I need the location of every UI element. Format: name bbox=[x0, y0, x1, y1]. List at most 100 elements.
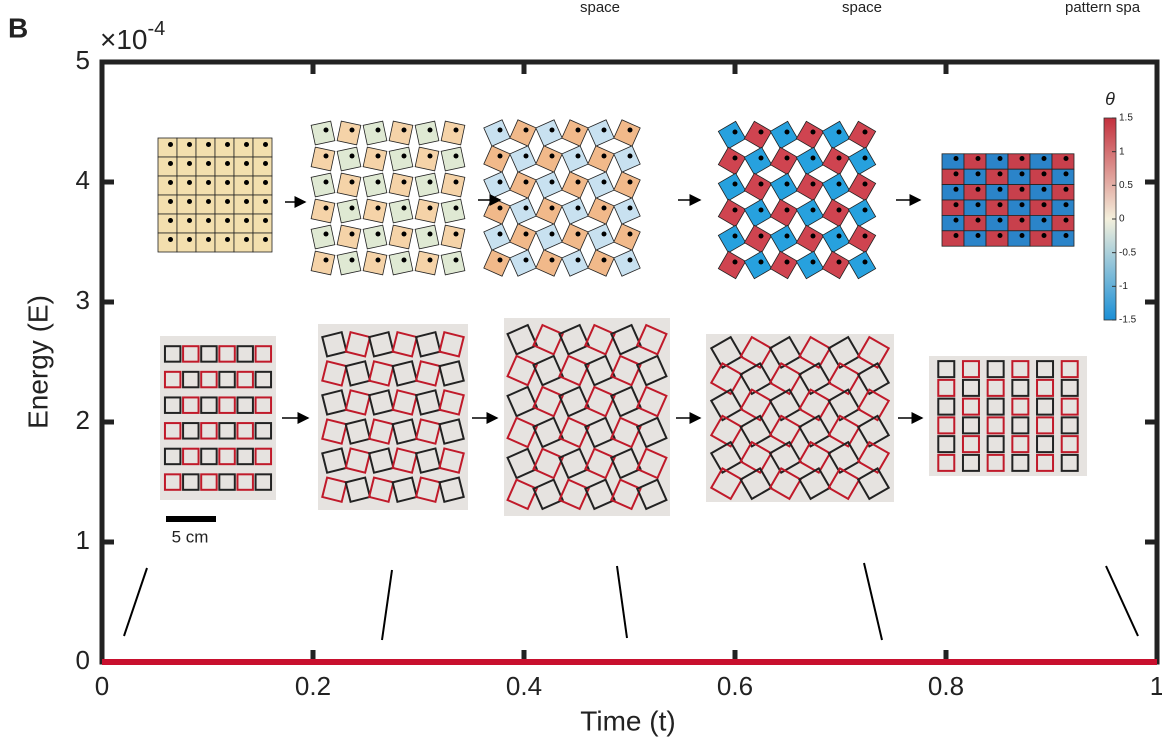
cell bbox=[311, 121, 335, 145]
node bbox=[244, 199, 249, 204]
cell bbox=[415, 225, 439, 249]
connector-lines bbox=[124, 563, 1138, 640]
cell bbox=[744, 173, 771, 200]
header-fragment: space bbox=[580, 0, 620, 16]
cell bbox=[1052, 185, 1074, 200]
cell bbox=[415, 251, 439, 275]
cell bbox=[484, 172, 510, 198]
cell bbox=[822, 199, 849, 226]
node bbox=[998, 233, 1003, 238]
node bbox=[376, 180, 381, 185]
cell bbox=[389, 121, 413, 145]
cell bbox=[588, 250, 614, 276]
node bbox=[1064, 233, 1069, 238]
node bbox=[263, 218, 268, 223]
node bbox=[863, 208, 868, 213]
node bbox=[454, 232, 459, 237]
cell bbox=[1052, 169, 1074, 184]
cell bbox=[942, 154, 964, 169]
cell bbox=[614, 250, 640, 276]
simulation-inset bbox=[311, 121, 465, 275]
header-fragment: space bbox=[842, 0, 882, 16]
colorbar-tick-label: -1.5 bbox=[1119, 315, 1137, 326]
photo-inset bbox=[318, 324, 468, 510]
connector bbox=[1106, 566, 1138, 636]
cell bbox=[770, 225, 797, 252]
cell bbox=[822, 121, 849, 148]
node bbox=[498, 154, 503, 159]
node bbox=[759, 156, 764, 161]
cell bbox=[389, 147, 413, 171]
cell bbox=[964, 231, 986, 246]
cell bbox=[964, 169, 986, 184]
node bbox=[428, 180, 433, 185]
cell bbox=[986, 215, 1008, 230]
node bbox=[454, 258, 459, 263]
node bbox=[244, 180, 249, 185]
node bbox=[350, 128, 355, 133]
node bbox=[733, 182, 738, 187]
cell bbox=[196, 176, 215, 195]
cell bbox=[510, 172, 536, 198]
cell bbox=[1052, 231, 1074, 246]
node bbox=[837, 130, 842, 135]
node bbox=[628, 258, 633, 263]
cell bbox=[363, 251, 387, 275]
cell bbox=[822, 173, 849, 200]
cell bbox=[1008, 154, 1030, 169]
cell bbox=[196, 214, 215, 233]
node bbox=[244, 142, 249, 147]
node bbox=[576, 258, 581, 263]
node bbox=[602, 180, 607, 185]
node bbox=[206, 199, 211, 204]
node bbox=[811, 260, 816, 265]
node bbox=[602, 258, 607, 263]
node bbox=[402, 180, 407, 185]
node bbox=[350, 206, 355, 211]
photo-inset bbox=[929, 356, 1087, 476]
cell bbox=[510, 146, 536, 172]
node bbox=[998, 202, 1003, 207]
cell bbox=[796, 199, 823, 226]
cell bbox=[484, 250, 510, 276]
cell bbox=[1030, 169, 1052, 184]
node bbox=[524, 128, 529, 133]
cell bbox=[614, 120, 640, 146]
cell bbox=[1030, 154, 1052, 169]
cell bbox=[253, 214, 272, 233]
cell bbox=[196, 195, 215, 214]
node bbox=[837, 156, 842, 161]
cell bbox=[1052, 200, 1074, 215]
cell bbox=[744, 251, 771, 278]
node bbox=[376, 154, 381, 159]
node bbox=[976, 233, 981, 238]
connector bbox=[617, 566, 627, 638]
node bbox=[350, 154, 355, 159]
node bbox=[998, 171, 1003, 176]
cell bbox=[942, 200, 964, 215]
cell bbox=[158, 157, 177, 176]
node bbox=[324, 206, 329, 211]
node bbox=[733, 130, 738, 135]
node bbox=[244, 218, 249, 223]
node bbox=[498, 180, 503, 185]
node bbox=[263, 161, 268, 166]
cell bbox=[215, 138, 234, 157]
node bbox=[785, 208, 790, 213]
cell bbox=[177, 195, 196, 214]
cell bbox=[415, 199, 439, 223]
cell bbox=[510, 224, 536, 250]
node bbox=[428, 258, 433, 263]
cell bbox=[588, 198, 614, 224]
cell bbox=[177, 233, 196, 252]
cell bbox=[718, 121, 745, 148]
node bbox=[402, 232, 407, 237]
node bbox=[454, 128, 459, 133]
cell bbox=[588, 120, 614, 146]
node bbox=[759, 182, 764, 187]
colorbar-label: θ bbox=[1105, 89, 1115, 109]
node bbox=[244, 161, 249, 166]
cell bbox=[796, 121, 823, 148]
node bbox=[550, 206, 555, 211]
node bbox=[263, 199, 268, 204]
